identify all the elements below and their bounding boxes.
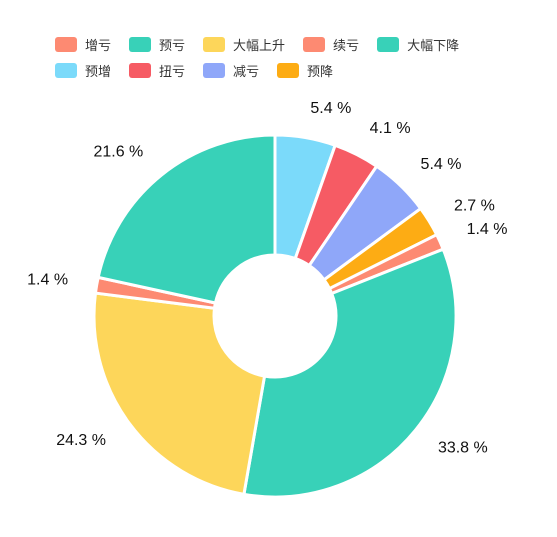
- slice-percent-label: 5.4 %: [421, 156, 462, 173]
- legend-item[interactable]: 大幅上升: [203, 36, 286, 54]
- legend-swatch: [377, 36, 400, 52]
- slice-percent-label: 1.4 %: [27, 271, 68, 288]
- legend-swatch: [55, 62, 77, 78]
- legend-item[interactable]: 减亏: [203, 62, 260, 80]
- legend-label: 大幅上升: [233, 38, 286, 54]
- slice-percent-label: 21.6 %: [93, 144, 143, 161]
- legend-label: 预降: [307, 64, 334, 80]
- legend-swatch: [129, 36, 152, 52]
- legend-item[interactable]: 增亏: [55, 36, 112, 54]
- legend-label: 扭亏: [159, 64, 186, 80]
- legend-item[interactable]: 预降: [277, 62, 334, 80]
- legend-swatch: [277, 62, 300, 78]
- slice-percent-label: 5.4 %: [310, 100, 351, 117]
- legend-item[interactable]: 续亏: [303, 36, 360, 54]
- slice-percent-label: 33.8 %: [438, 440, 488, 457]
- donut-slice[interactable]: [96, 133, 277, 305]
- legend-swatch: [55, 36, 77, 52]
- slice-percent-label: 1.4 %: [467, 221, 508, 238]
- legend-label: 续亏: [333, 38, 360, 54]
- chart-legend: 增亏 预亏 大幅上升 续亏 大幅下降预增 扭亏 减亏 预降: [55, 36, 525, 80]
- legend-label: 预亏: [159, 38, 186, 54]
- slice-percent-label: 24.3 %: [56, 432, 106, 449]
- legend-swatch: [203, 62, 226, 78]
- legend-label: 大幅下降: [407, 38, 460, 54]
- donut-slice[interactable]: [242, 247, 458, 499]
- legend-label: 增亏: [85, 38, 112, 54]
- legend-swatch: [303, 36, 326, 52]
- legend-item[interactable]: 扭亏: [129, 62, 186, 80]
- legend-swatch: [203, 36, 226, 52]
- legend-swatch: [129, 62, 152, 78]
- slice-percent-label: 2.7 %: [454, 197, 495, 214]
- legend-item[interactable]: 预亏: [129, 36, 186, 54]
- donut-slice[interactable]: [92, 291, 267, 496]
- legend-label: 减亏: [233, 64, 260, 80]
- legend-item[interactable]: 大幅下降: [377, 36, 460, 54]
- slice-percent-label: 4.1 %: [370, 120, 411, 137]
- legend-item[interactable]: 预增: [55, 62, 112, 80]
- legend-label: 预增: [85, 64, 112, 80]
